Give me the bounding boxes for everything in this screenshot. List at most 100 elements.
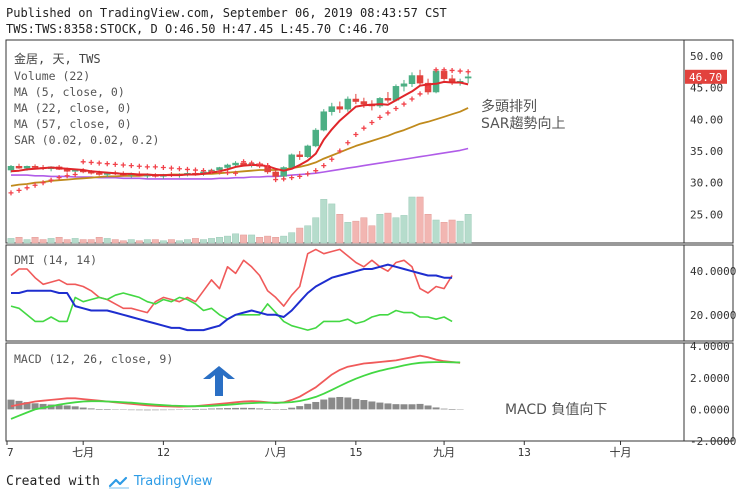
candle-body (360, 101, 368, 105)
volume-bar (464, 214, 472, 244)
last-price-tag (685, 69, 727, 84)
price-legend-item: MA (5, close, 0) (14, 85, 125, 99)
volume-bar (384, 212, 392, 244)
last-price-label: 46.70 (689, 71, 722, 84)
macd-line (10, 354, 461, 408)
sar-point (441, 67, 447, 73)
sar-point (417, 91, 423, 97)
price-legend-item: MA (22, close, 0) (14, 101, 132, 115)
macd-histogram-bar (288, 407, 296, 410)
sar-point (225, 170, 231, 176)
sar-point (152, 164, 158, 170)
sar-point (209, 168, 214, 174)
sar-point (401, 101, 407, 107)
candle-body (320, 111, 328, 131)
volume-bar (304, 225, 312, 244)
sar-point (273, 177, 279, 183)
ohlc-info: TWS:TWS:8358:STOCK, D O:46.50 H:47.45 L:… (6, 22, 389, 36)
candle-body (400, 83, 408, 87)
candle-body (296, 154, 303, 157)
volume-bar (192, 238, 199, 244)
volume-bar (79, 239, 87, 244)
volume-bar (336, 214, 344, 244)
candle-body (464, 76, 472, 79)
sar-point (136, 163, 142, 169)
volume-bar (95, 237, 103, 244)
volume-bar (63, 239, 71, 244)
volume-bar (408, 196, 416, 244)
price-axis-tick: 35.00 (690, 145, 723, 158)
macd-histogram-bar (248, 407, 256, 410)
volume-bar (344, 222, 352, 244)
volume-bar (392, 217, 400, 244)
time-axis-label: 7 (7, 446, 14, 459)
price-axis-tick: 45.00 (690, 82, 723, 95)
sar-point (32, 182, 38, 188)
volume-bar (296, 227, 304, 244)
volume-bar (151, 239, 159, 244)
macd-histogram-bar (199, 408, 207, 410)
sar-point (337, 148, 343, 154)
candle-body (232, 162, 239, 166)
price-title: 金居, 天, TWS (14, 51, 101, 66)
tradingview-brand[interactable]: TradingView (133, 474, 213, 489)
sar-point (128, 163, 134, 169)
price-legend-item: MA (57, close, 0) (14, 117, 132, 131)
volume-bar (111, 239, 119, 244)
volume-bar (224, 235, 231, 244)
macd-histogram-bar (39, 403, 47, 410)
dmi-axis-tick: 40.0000 (690, 265, 736, 278)
macd-histogram-bar (143, 409, 151, 411)
volume-bar (7, 238, 15, 244)
volume-bar (248, 234, 256, 244)
candle-body (31, 165, 39, 168)
price-axis-tick: 25.00 (690, 208, 723, 221)
volume-bar (175, 240, 183, 244)
sar-point (353, 132, 359, 138)
sar-point (377, 114, 383, 120)
candle-body (288, 154, 295, 168)
annotation-bullish-alignment: 多頭排列 (481, 98, 537, 115)
sar-point (393, 106, 399, 112)
volume-bar (320, 199, 328, 244)
volume-bar (39, 239, 47, 244)
volume-bar (31, 237, 39, 244)
sar-point (64, 173, 70, 179)
sar-point (48, 177, 54, 183)
macd-histogram-bar (216, 408, 224, 410)
macd-histogram-bar (111, 409, 119, 410)
volume-bar (87, 239, 95, 244)
candle-body (408, 75, 416, 85)
macd-histogram-bar (432, 407, 440, 410)
macd-histogram-bar (408, 404, 416, 410)
sar-point (233, 170, 239, 176)
macd-histogram-bar (71, 406, 79, 410)
sar-point (257, 161, 263, 167)
volume-bar (288, 232, 296, 244)
sar-point (465, 69, 471, 75)
macd-histogram-bar (448, 409, 456, 410)
volume-bar (328, 203, 336, 244)
ma22-line (10, 107, 469, 187)
time-axis-label: 12 (157, 446, 170, 459)
macd-histogram-bar (151, 409, 159, 411)
sar-point (217, 169, 223, 175)
candle-body (376, 98, 384, 107)
macd-histogram-bar (456, 409, 464, 410)
macd-histogram-bar (328, 397, 336, 410)
candle-body (352, 98, 360, 102)
sar-point (24, 185, 30, 191)
volume-bar (103, 238, 111, 244)
candle-body (384, 98, 392, 101)
tradingview-logo-icon (108, 476, 129, 489)
candle-body (224, 164, 231, 168)
macd-histogram-bar (87, 408, 95, 410)
sar-point (56, 175, 62, 181)
macd-histogram-bar (224, 408, 232, 410)
volume-bar (376, 214, 384, 244)
volume-bar (15, 237, 23, 244)
sar-point (144, 164, 150, 170)
time-axis-label: 八月 (265, 446, 287, 459)
candle-body (23, 165, 31, 169)
